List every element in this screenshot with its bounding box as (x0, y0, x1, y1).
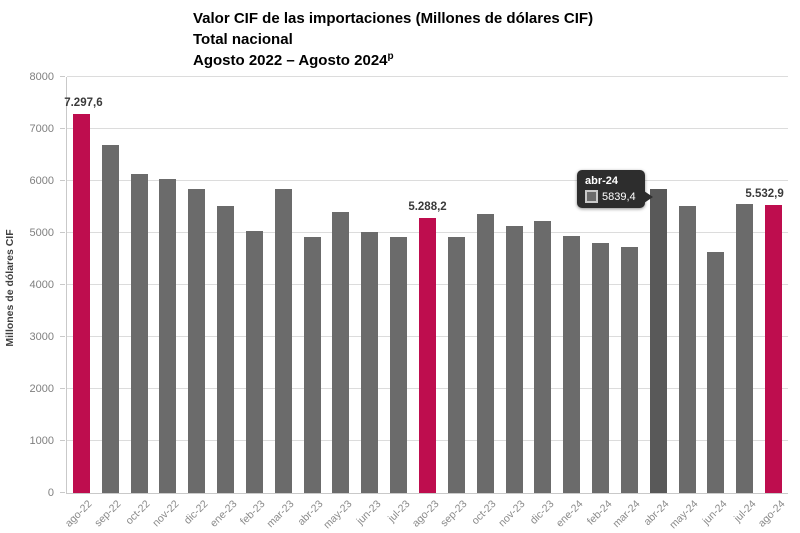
gridline (67, 76, 788, 77)
chart-title-line-2: Total nacional (193, 31, 293, 48)
x-tick-label-nov-23: nov-23 (496, 498, 528, 530)
bar-ene-24[interactable] (563, 236, 581, 493)
x-tick-label-mar-24: mar-24 (610, 498, 643, 531)
y-tick-label: 5000 (29, 227, 54, 239)
x-tick-label-nov-22: nov-22 (150, 498, 182, 530)
x-tick-label-ene-23: ene-23 (207, 498, 240, 530)
bar-may-23[interactable] (332, 212, 350, 493)
y-tick-label: 4000 (29, 279, 54, 291)
bar-feb-23[interactable] (245, 230, 263, 493)
bar-ago-23[interactable] (419, 218, 436, 493)
tooltip-title: abr-24 (585, 175, 619, 187)
bar-may-24[interactable] (678, 205, 696, 493)
y-tick-label: 7000 (29, 123, 54, 135)
provisional-superscript: p (387, 51, 394, 62)
y-tick-mark (60, 336, 65, 337)
y-tick-mark (60, 284, 65, 285)
y-tick-label: 8000 (29, 71, 54, 83)
tooltip-value: 5839,4 (602, 190, 636, 203)
bar-jul-24[interactable] (736, 203, 754, 493)
y-tick-mark (60, 440, 65, 441)
x-tick-label-feb-24: feb-24 (584, 498, 615, 528)
x-tick-label-may-24: may-24 (667, 498, 701, 532)
y-tick-mark (60, 180, 65, 181)
bar-dic-23[interactable] (534, 221, 552, 493)
chart-title-period: Agosto 2022 – Agosto 2024 (193, 52, 388, 69)
bar-mar-24[interactable] (620, 246, 638, 493)
y-tick-label: 3000 (29, 331, 54, 343)
bar-nov-22[interactable] (159, 178, 177, 493)
y-tick-mark (60, 76, 65, 77)
bar-dic-22[interactable] (188, 188, 206, 493)
x-tick-label-jul-24: jul-24 (731, 498, 759, 525)
bar-value-label: 7.297,6 (64, 96, 103, 109)
chart-title: Valor CIF de las importaciones (Millones… (193, 8, 593, 71)
tooltip-value-row: 5839,4 (585, 190, 636, 203)
bar-abr-24[interactable] (649, 189, 667, 493)
x-tick-label-dic-22: dic-22 (181, 498, 211, 527)
bar-abr-23[interactable] (303, 236, 321, 493)
x-tick-label-sep-23: sep-23 (438, 498, 470, 530)
bar-ago-22[interactable] (72, 113, 90, 493)
bar-oct-22[interactable] (130, 174, 148, 493)
tooltip-series-swatch-icon (585, 190, 598, 203)
x-tick-label-ago-22: ago-22 (63, 498, 95, 530)
x-axis: ago-22 sep-22 oct-22 nov-22 dic-22 ene-23 feb-… (63, 496, 800, 533)
bar-feb-24[interactable] (592, 243, 610, 493)
x-tick-label-jul-23: jul-23 (385, 498, 413, 525)
bar-mar-23[interactable] (274, 189, 292, 493)
x-tick-label-oct-22: oct-22 (123, 498, 153, 528)
x-tick-label-ago-24: ago-24 (755, 498, 788, 530)
bar-jun-23[interactable] (361, 232, 379, 493)
bar-jun-24[interactable] (707, 251, 725, 493)
gridline (67, 180, 788, 181)
y-tick-label: 0 (47, 487, 54, 499)
bar-ago-24[interactable] (765, 205, 783, 493)
x-tick-label-jun-23: jun-23 (354, 498, 384, 528)
bar-nov-23[interactable] (505, 225, 523, 493)
bar-jul-23[interactable] (390, 236, 408, 493)
bar-oct-23[interactable] (476, 213, 494, 493)
y-tick-mark (60, 388, 65, 389)
y-tick-mark (60, 232, 65, 233)
x-tick-label-dic-23: dic-23 (527, 498, 557, 527)
chart-title-line-1: Valor CIF de las importaciones (Millones… (193, 10, 594, 27)
plot-area: abr-24 5839,4 7.297,6 5.288,2 5.532,9 (64, 76, 788, 494)
x-tick-label-ene-24: ene-24 (553, 498, 586, 530)
y-tick-label: 1000 (29, 435, 54, 447)
x-tick-label-ago-23: ago-23 (409, 498, 441, 530)
gridline (67, 128, 788, 129)
y-axis: 0 1000 2000 3000 4000 5000 6000 7000 8000 (0, 71, 66, 499)
bar-ene-23[interactable] (217, 205, 235, 493)
bar-sep-22[interactable] (101, 145, 119, 493)
bar-value-label: 5.288,2 (408, 201, 447, 213)
y-tick-label: 6000 (29, 175, 54, 187)
x-tick-label-jun-24: jun-24 (700, 498, 730, 528)
x-tick-label-oct-23: oct-23 (469, 498, 499, 528)
x-tick-label-sep-22: sep-22 (92, 498, 124, 530)
x-tick-label-feb-23: feb-23 (238, 498, 268, 528)
bar-value-label: 5.532,9 (745, 188, 784, 201)
x-tick-label-mar-23: mar-23 (264, 498, 297, 531)
y-tick-mark (60, 128, 65, 129)
y-tick-mark (60, 492, 65, 493)
chart-title-line-3: Agosto 2022 – Agosto 2024p (193, 50, 593, 71)
tooltip: abr-24 5839,4 (577, 170, 653, 208)
bar-sep-23[interactable] (447, 236, 465, 493)
x-tick-label-may-23: may-23 (321, 498, 355, 532)
y-tick-label: 2000 (29, 383, 54, 395)
